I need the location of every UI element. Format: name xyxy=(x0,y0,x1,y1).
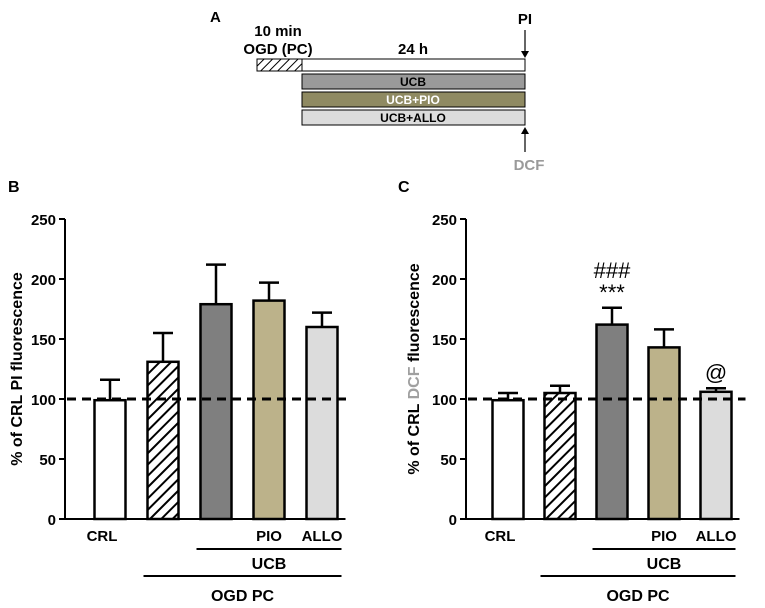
pi-arrow-head xyxy=(521,51,529,58)
bar xyxy=(199,302,233,521)
treatment-label-2: UCB+PIO xyxy=(386,93,440,107)
ucb-group-label: UCB xyxy=(252,556,287,573)
panel-a-label: A xyxy=(210,9,221,26)
y-tick-label: 50 xyxy=(440,452,457,469)
x-tick-label: CRL xyxy=(87,528,118,545)
bar xyxy=(491,398,525,521)
bar xyxy=(595,323,629,521)
bar xyxy=(146,360,180,521)
bar xyxy=(93,398,127,521)
treatment-label-1: UCB xyxy=(400,75,426,89)
ogd-group-label: OGD PC xyxy=(606,588,670,605)
y-axis-label: % of CRL DCF fluorescence xyxy=(406,263,423,474)
x-tick-label: CRL xyxy=(485,528,516,545)
x-tick-label: ALLO xyxy=(302,528,343,545)
y-tick-label: 0 xyxy=(48,512,56,529)
bar xyxy=(543,391,577,521)
y-tick-label: 150 xyxy=(31,332,56,349)
treatment-bars: UCB UCB+PIO UCB+ALLO xyxy=(301,73,526,126)
y-axis-label-highlight: DCF xyxy=(406,366,423,399)
incubation-box xyxy=(301,58,526,72)
ucb-group-label: UCB xyxy=(647,556,682,573)
ogd-hatched-box xyxy=(256,58,303,72)
ogd-group-label: OGD PC xyxy=(211,588,275,605)
pi-label: PI xyxy=(518,11,532,28)
panel-a-schematic: A 10 min OGD (PC) 24 h PI UCB UCB+PIO UCB+… xyxy=(210,9,544,174)
ogd-duration-label: 10 min xyxy=(254,23,302,40)
x-tick-label: PIO xyxy=(651,528,677,545)
dcf-arrow-head xyxy=(521,127,529,134)
incubation-label: 24 h xyxy=(398,41,428,58)
y-axis-label-suffix: fluorescence xyxy=(406,263,423,366)
dcf-label: DCF xyxy=(514,157,545,174)
y-tick-label: 100 xyxy=(432,392,457,409)
ogd-pc-label: OGD (PC) xyxy=(243,41,312,58)
panel-b-chart: B 0 50 100 150 200 250 % of CRL PI fluorescence… xyxy=(8,179,352,605)
bar xyxy=(305,325,339,521)
y-tick-label: 250 xyxy=(432,212,457,229)
y-axis-label-prefix: % of CRL xyxy=(9,391,26,466)
bar xyxy=(699,390,733,521)
y-tick-label: 250 xyxy=(31,212,56,229)
bar xyxy=(252,299,286,521)
treatment-bar-3 xyxy=(301,109,526,126)
treatment-label-3: UCB+ALLO xyxy=(380,111,446,125)
y-tick-label: 50 xyxy=(39,452,56,469)
significance-marker: *** xyxy=(599,280,625,305)
y-tick-label: 200 xyxy=(432,272,457,289)
panel-b-label: B xyxy=(8,179,20,196)
y-axis-label-prefix: % of CRL xyxy=(406,399,423,474)
significance-marker: @ xyxy=(705,360,727,385)
significance-marker: ### xyxy=(594,258,631,283)
y-tick-label: 100 xyxy=(31,392,56,409)
x-tick-label: PIO xyxy=(256,528,282,545)
y-tick-label: 200 xyxy=(31,272,56,289)
panel-c-label: C xyxy=(398,179,410,196)
treatment-bar-1 xyxy=(301,73,526,90)
y-axis-label-suffix: fluorescence xyxy=(9,272,26,375)
x-tick-label: ALLO xyxy=(696,528,737,545)
y-tick-label: 0 xyxy=(449,512,457,529)
y-axis-label: % of CRL PI fluorescence xyxy=(9,272,26,466)
treatment-bar-2 xyxy=(301,91,526,108)
y-tick-label: 150 xyxy=(432,332,457,349)
bar xyxy=(647,346,681,521)
y-axis-label-highlight: PI xyxy=(9,375,26,390)
panel-c-chart: C 0 50 100 150 200 250 % of CRL DCF fluorescenc… xyxy=(398,179,746,605)
